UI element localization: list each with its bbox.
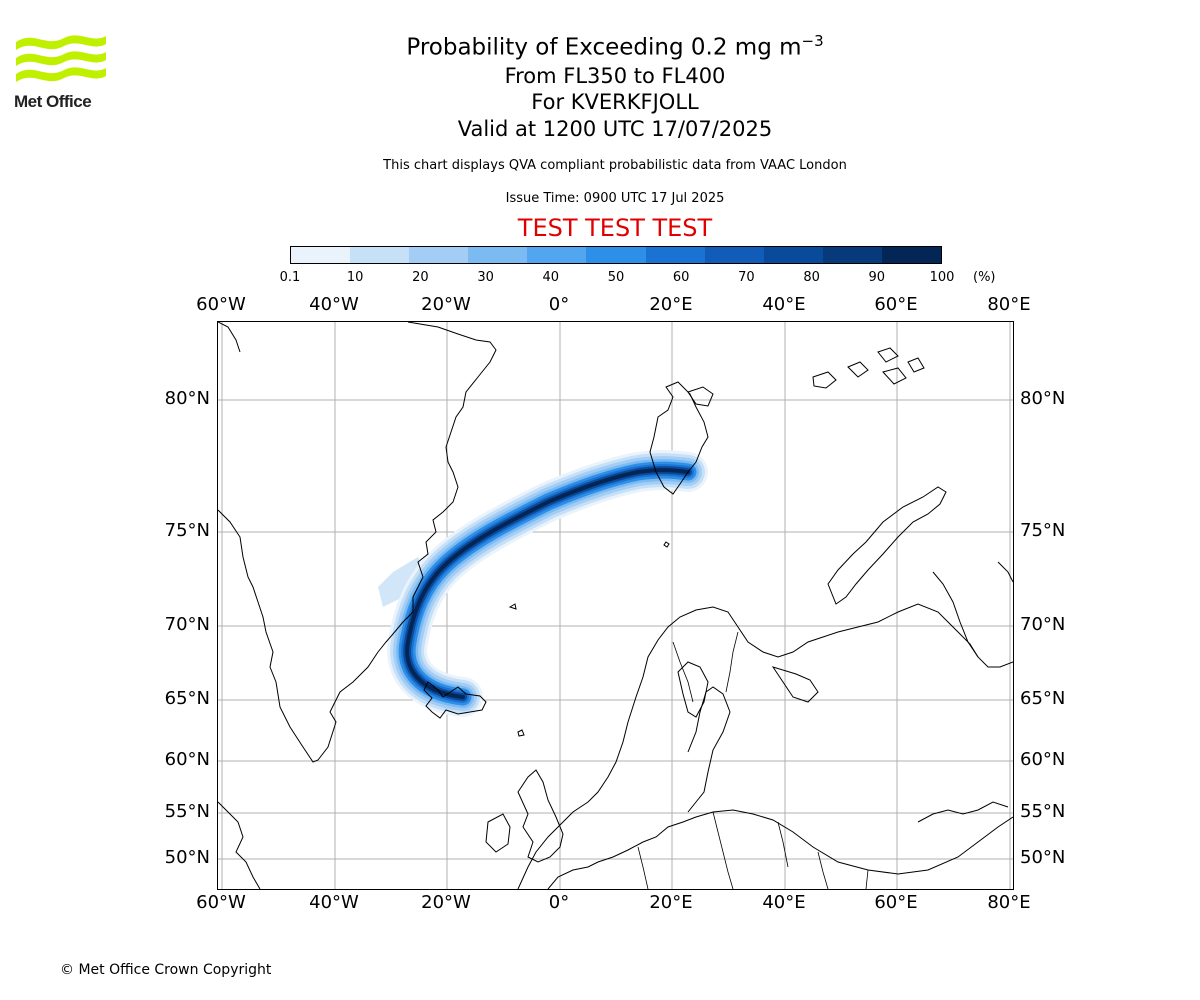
latitude-label-left: 65°N: [164, 688, 210, 709]
novaya-zemlya: [827, 486, 947, 605]
yamal-coast: [932, 571, 979, 658]
canada-coast: [217, 801, 261, 890]
longitude-label: 60°W: [196, 892, 246, 913]
longitude-label: 20°W: [421, 294, 471, 315]
title-superscript: −3: [801, 32, 824, 50]
colorbar-unit: (%): [973, 270, 996, 285]
volcano-title: For KVERKFJOLL: [531, 90, 699, 114]
longitude-label: 60°E: [874, 892, 918, 913]
greenland-north-coast: [217, 321, 241, 353]
colorbar-cell: [881, 247, 942, 263]
longitude-label: 0°: [548, 294, 570, 315]
latitude-label-left: 75°N: [164, 520, 210, 541]
colorbar-tick-label: 0.1: [279, 270, 301, 285]
latitude-label-left: 50°N: [164, 847, 210, 868]
longitude-label: 20°W: [421, 892, 471, 913]
scandinavia-coast: [517, 603, 1014, 890]
longitude-label: 40°E: [762, 892, 806, 913]
siberia-coast: [917, 801, 1009, 823]
valid-time-title: Valid at 1200 UTC 17/07/2025: [457, 117, 773, 141]
latitude-label-right: 65°N: [1020, 688, 1066, 709]
colorbar-tick-label: 80: [803, 270, 820, 285]
flight-level-title: From FL350 to FL400: [504, 64, 726, 88]
latitude-label-left: 55°N: [164, 801, 210, 822]
copyright: © Met Office Crown Copyright: [60, 962, 272, 978]
colorbar-cell: [645, 247, 705, 263]
colorbar-cell: [409, 247, 469, 263]
colorbar-cell: [586, 247, 646, 263]
iceland-coast: [423, 681, 487, 719]
colorbar-tick-label: 50: [607, 270, 625, 285]
longitude-label: 20°E: [649, 294, 693, 315]
colorbar-cell: [822, 247, 882, 263]
met-office-logo: Met Office: [14, 30, 109, 115]
ireland: [485, 813, 511, 853]
white-sea: [771, 666, 819, 703]
taymyr-coast: [997, 561, 1014, 583]
colorbar-tick-label: 30: [477, 270, 494, 285]
met-office-waves-icon: [16, 35, 106, 82]
colorbar-cell: [468, 247, 528, 263]
issue-time: Issue Time: 0900 UTC 17 Jul 2025: [505, 191, 725, 206]
bear-island: [663, 541, 670, 548]
jan-mayen: [508, 603, 517, 610]
colorbar-cell: [350, 247, 410, 263]
colorbar-tick-label: 10: [346, 270, 364, 285]
longitude-label: 20°E: [649, 892, 693, 913]
latitude-label-right: 70°N: [1020, 614, 1066, 635]
latitude-label-right: 60°N: [1020, 749, 1066, 770]
longitude-label: 0°: [548, 892, 570, 913]
svalbard-coast: [649, 381, 709, 495]
country-borders: [637, 631, 869, 890]
longitude-label: 80°E: [987, 294, 1031, 315]
gulf-of-bothnia: [677, 661, 709, 718]
title-main: Probability of Exceeding 0.2 mg m: [406, 34, 802, 61]
colorbar-cell: [704, 247, 764, 263]
subtitle: This chart displays QVA compliant probab…: [383, 158, 847, 173]
nordaustlandet-coast: [687, 386, 714, 407]
latitude-label-left: 80°N: [164, 388, 210, 409]
longitude-label: 60°E: [874, 294, 918, 315]
map-panel: [217, 321, 1014, 890]
franz-josef-land: [812, 347, 925, 389]
logo-text: Met Office: [14, 92, 92, 111]
longitude-label: 40°E: [762, 294, 806, 315]
baltic-coast: [687, 686, 731, 813]
colorbar-tick-label: 40: [542, 270, 560, 285]
graticule: [218, 322, 1013, 889]
colorbar-cell: [527, 247, 587, 263]
colorbar-cell: [291, 247, 351, 263]
ash-probability-plume: [378, 450, 708, 717]
latitude-label-right: 75°N: [1020, 520, 1066, 541]
test-banner: TEST TEST TEST: [517, 214, 713, 242]
colorbar-tick-label: 70: [738, 270, 755, 285]
colorbar: [290, 246, 942, 264]
latitude-label-left: 60°N: [164, 749, 210, 770]
colorbar-cell: [763, 247, 823, 263]
great-britain: [517, 769, 564, 863]
colorbar-tick-label: 20: [412, 270, 429, 285]
longitude-label: 60°W: [196, 294, 246, 315]
map-svg: [217, 321, 1014, 890]
faroe-islands: [517, 729, 525, 737]
latitude-label-right: 50°N: [1020, 847, 1066, 868]
europe-mainland: [547, 809, 1014, 890]
latitude-label-right: 55°N: [1020, 801, 1066, 822]
coastlines: [217, 321, 1014, 890]
plume-band: [405, 468, 690, 699]
longitude-label: 80°E: [987, 892, 1031, 913]
colorbar-tick-label: 90: [868, 270, 886, 285]
chart-title: Probability of Exceeding 0.2 mg m−3: [300, 26, 930, 63]
colorbar-tick-label: 100: [929, 270, 955, 285]
latitude-label-left: 70°N: [164, 614, 210, 635]
longitude-label: 40°W: [309, 294, 359, 315]
greenland-coast: [217, 321, 497, 763]
longitude-label: 40°W: [309, 892, 359, 913]
colorbar-tick-label: 60: [672, 270, 690, 285]
latitude-label-right: 80°N: [1020, 388, 1066, 409]
